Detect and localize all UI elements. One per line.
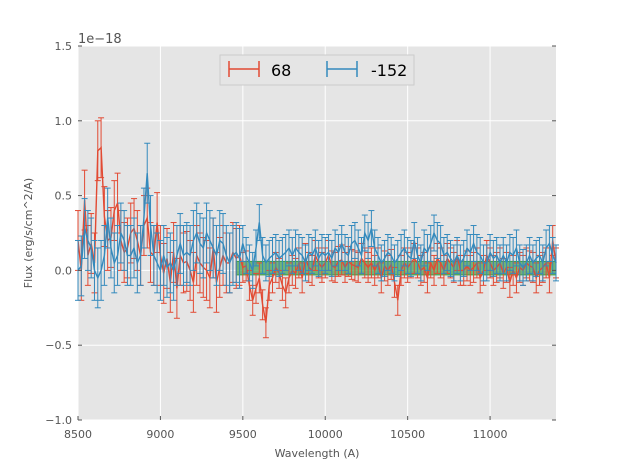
x-axis-label: Wavelength (A) — [275, 447, 360, 460]
x-tick-label: 11000 — [473, 428, 508, 441]
y-offset-label: 1e−18 — [78, 32, 122, 47]
y-tick-label: −1.0 — [45, 414, 72, 427]
y-tick-label: −0.5 — [45, 339, 72, 352]
tick-layer: 8500 9000 9500 10000 10500 11000 −1.0 −0.5 0.0 0.… — [45, 40, 556, 441]
x-tick-label: 10500 — [390, 428, 425, 441]
legend-marker-68 — [228, 61, 260, 77]
legend-label-neg152: -152 — [371, 61, 407, 80]
error-bar — [553, 244, 559, 282]
legend: 68 -152 — [219, 54, 415, 86]
series-neg152 — [75, 142, 559, 309]
series-line — [77, 173, 557, 280]
series-line — [77, 146, 557, 323]
y-tick-label: 1.5 — [55, 40, 73, 53]
y-tick-label: 0.5 — [55, 190, 73, 203]
legend-label-68: 68 — [271, 61, 291, 80]
series-layer — [75, 117, 559, 339]
x-tick-label: 10000 — [308, 428, 343, 441]
legend-frame — [219, 54, 415, 86]
x-tick-label: 9000 — [146, 428, 174, 441]
x-tick-label: 9500 — [229, 428, 257, 441]
y-axis-label: Flux (erg/s/cm^2/A) — [22, 178, 35, 288]
legend-marker-neg152 — [326, 61, 358, 77]
y-tick-label: 0.0 — [55, 264, 73, 277]
x-tick-label: 8500 — [64, 428, 92, 441]
y-tick-label: 1.0 — [55, 115, 73, 128]
plot-area — [78, 46, 556, 420]
